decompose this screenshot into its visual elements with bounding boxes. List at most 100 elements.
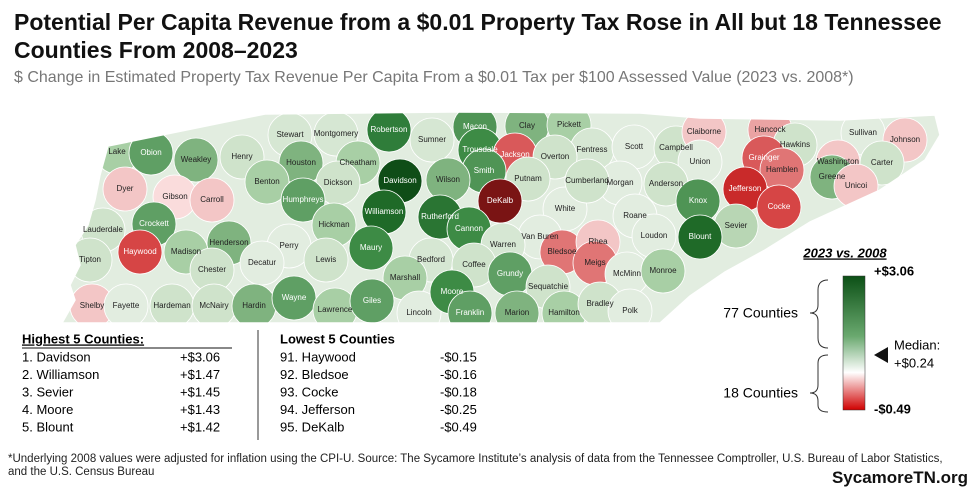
county-shape — [103, 283, 149, 323]
table-value: -$0.16 — [440, 367, 477, 382]
table-value: +$3.06 — [180, 349, 220, 364]
county-label: Lauderdale — [83, 225, 124, 234]
county-label: Hardeman — [153, 301, 190, 310]
county-label: Greene — [819, 172, 846, 181]
county-label: Anderson — [649, 179, 683, 188]
county-label: Weakley — [181, 155, 212, 164]
county-label: Marshall — [390, 273, 420, 282]
upper-bracket — [809, 279, 829, 349]
county-label: Dickson — [324, 178, 352, 187]
county-shape — [396, 290, 442, 323]
table-rows: 1. Davidson +$3.06 2. Williamson +$1.47 3. S… — [22, 349, 477, 434]
county-label: Lake — [108, 147, 126, 156]
county-label: McMinn — [613, 269, 641, 278]
county-label: Knox — [689, 196, 707, 205]
county-label: Sequatchie — [528, 282, 569, 291]
county-label: Pickett — [557, 120, 582, 129]
legend-max: +$3.06 — [874, 263, 914, 278]
county-label: Trousdale — [462, 145, 498, 154]
table-county: 1. Davidson — [22, 349, 91, 364]
county-label: Tipton — [79, 255, 101, 264]
county-shape — [366, 112, 412, 153]
brand: SycamoreTN.org — [831, 468, 968, 487]
county-label: Gibson — [162, 192, 187, 201]
county-label: DeKalb — [487, 196, 514, 205]
legend-min: -$0.49 — [874, 401, 911, 416]
county-shape — [494, 290, 540, 323]
county-shape — [409, 117, 455, 163]
lowest-title: Lowest 5 Counties — [280, 331, 395, 346]
county-label: Grundy — [497, 269, 523, 278]
county-label: Macon — [463, 122, 487, 131]
county-label: Chester — [198, 265, 226, 274]
county-label: Shelby — [80, 301, 104, 310]
county-shape — [640, 248, 686, 294]
county-label: Montgomery — [314, 129, 358, 138]
county-label: Clay — [519, 121, 535, 130]
county-label: Fentress — [576, 145, 607, 154]
median-label: Median: — [894, 337, 940, 352]
county-label: Davidson — [383, 176, 416, 185]
county-shape — [117, 229, 163, 275]
county-label: Carroll — [200, 195, 224, 204]
county-label: Wilson — [436, 175, 460, 184]
county-label: Cumberland — [565, 176, 609, 185]
county-shape — [677, 214, 723, 260]
county-label: Haywood — [123, 247, 156, 256]
county-shape — [564, 158, 610, 204]
table-county: 93. Cocke — [280, 384, 339, 399]
median-marker — [874, 347, 888, 363]
county-shape — [348, 225, 394, 271]
table-county: 3. Sevier — [22, 384, 74, 399]
county-label: Hawkins — [780, 140, 810, 149]
county-label: Hardin — [242, 301, 266, 310]
upper-count: 77 Counties — [723, 305, 798, 321]
county-label: Johnson — [890, 135, 920, 144]
table-county: 2. Williamson — [22, 367, 99, 382]
county-label: Van Buren — [521, 232, 558, 241]
county-shape — [102, 166, 148, 212]
county-label: Bradley — [586, 299, 613, 308]
legend-title: 2023 vs. 2008 — [802, 245, 887, 260]
state-border — [60, 111, 941, 324]
table-county: 95. DeKalb — [280, 419, 344, 434]
county-label: Sumner — [418, 135, 446, 144]
county-label: Hickman — [318, 220, 349, 229]
county-label: Meigs — [584, 258, 605, 267]
subtitle: $ Change in Estimated Property Tax Reven… — [14, 69, 854, 86]
county-label: Lincoln — [406, 308, 431, 317]
county-shape — [349, 278, 395, 323]
highest-title: Highest 5 Counties: — [22, 331, 144, 346]
county-label: Decatur — [248, 258, 276, 267]
county-label: Rhea — [588, 237, 608, 246]
county-label: Hamblen — [766, 165, 798, 174]
county-label: Bedford — [417, 255, 445, 264]
county-label: Williamson — [365, 207, 404, 216]
lower-bracket — [809, 354, 829, 413]
county-shape — [173, 137, 219, 183]
county-label: Sevier — [725, 221, 748, 230]
county-label: Monroe — [649, 266, 677, 275]
county-label: Unicoi — [845, 181, 867, 190]
county-label: Warren — [490, 240, 516, 249]
county-label: Hancock — [754, 125, 786, 134]
county-label: Giles — [363, 296, 381, 305]
table-value: -$0.49 — [440, 419, 477, 434]
table-value: -$0.15 — [440, 349, 477, 364]
color-scale — [842, 275, 866, 411]
county-label: Union — [690, 157, 711, 166]
county-label: Rutherford — [421, 212, 459, 221]
county-label: Carter — [871, 158, 894, 167]
county-label: Wayne — [282, 293, 307, 302]
county-shape — [271, 275, 317, 321]
footnote: *Underlying 2008 values were adjusted fo… — [8, 453, 943, 478]
county-label: Jefferson — [729, 184, 762, 193]
table-value: +$1.43 — [180, 402, 220, 417]
county-shape — [607, 288, 653, 323]
county-shape — [239, 240, 285, 286]
county-shape — [447, 290, 493, 323]
table-county: 92. Bledsoe — [280, 367, 349, 382]
county-layer — [67, 112, 928, 323]
county-label: Crockett — [139, 219, 170, 228]
